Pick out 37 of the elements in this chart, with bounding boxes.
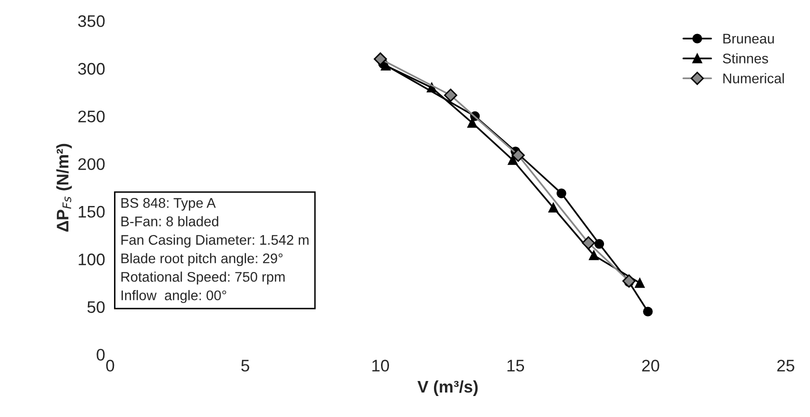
x-tick-label: 0 <box>106 360 114 372</box>
point <box>594 239 604 249</box>
y-tick-label: 350 <box>78 15 105 28</box>
point <box>467 118 478 128</box>
x-axis-title: V (m³/s) <box>417 380 478 396</box>
x-tick-label: 5 <box>241 360 250 372</box>
y-tick-label: 50 <box>87 301 105 313</box>
annotation: B-Fan: 8 bladed <box>121 216 218 226</box>
y-axis-title: ΔP$_{Fs}$ (N/m²) <box>56 144 72 232</box>
y-tick-label: 100 <box>78 254 105 266</box>
y-tick-label: 0 <box>96 348 105 361</box>
annotation: BS 848: Type A <box>121 198 216 211</box>
point <box>512 148 525 162</box>
legend-label: Stinnes <box>722 53 768 64</box>
point <box>622 274 636 288</box>
point <box>548 202 558 213</box>
point <box>556 188 566 198</box>
x-tick-label: 15 <box>507 360 524 372</box>
point <box>588 250 599 260</box>
y-tick-label: 200 <box>78 158 105 170</box>
annotation: Blade root pitch angle: 29° <box>121 253 283 266</box>
point <box>643 306 653 316</box>
x-tick-label: 10 <box>372 360 389 372</box>
y-tick-label: 250 <box>78 110 105 122</box>
y-tick-label: 150 <box>78 206 105 218</box>
x-tick-label: 25 <box>777 360 794 372</box>
legend-label: Numerical <box>723 73 784 84</box>
x-tick-label: 20 <box>642 360 660 372</box>
point <box>582 236 596 250</box>
annotation: Rotational Speed: 750 rpm <box>121 272 285 285</box>
point <box>444 88 458 102</box>
legend-label: Bruneau <box>723 34 774 44</box>
y-tick-label: 300 <box>78 62 105 75</box>
annotation: Inflow angle: 00° <box>122 290 226 304</box>
point <box>374 52 387 66</box>
annotation: Fan Casing Diameter: 1.542 m <box>121 234 309 248</box>
point <box>634 278 645 288</box>
